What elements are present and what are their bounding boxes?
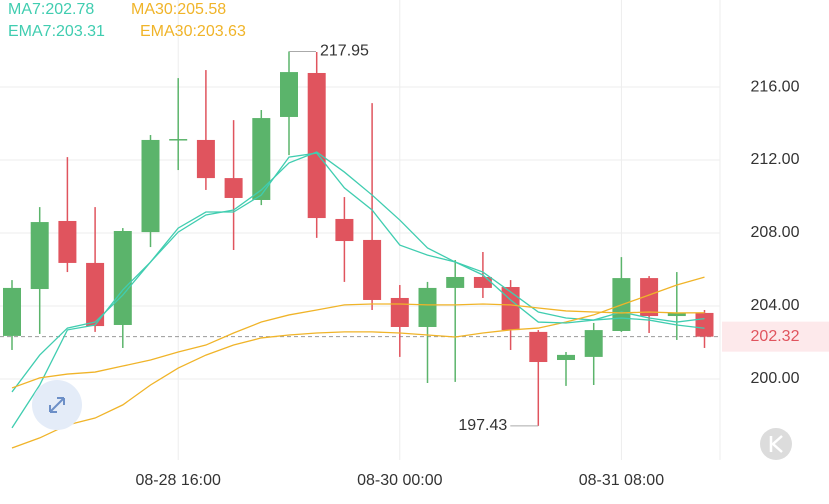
candle-body [446, 276, 465, 288]
candle-body [529, 331, 548, 363]
candle-body [418, 287, 437, 327]
candle-body [252, 118, 271, 200]
candle-body [307, 72, 326, 219]
last-price-label: 202.32 [751, 328, 800, 345]
expand-icon[interactable] [49, 397, 65, 413]
candle-body [3, 287, 21, 336]
kline-button[interactable] [760, 428, 792, 460]
candle-body [363, 239, 382, 300]
last-price-tag [722, 321, 829, 352]
candle-body [196, 139, 215, 179]
candle-body [335, 218, 354, 242]
legend-entry: MA30:205.58 [131, 1, 226, 18]
candle-body [58, 220, 77, 263]
max-label: 217.95 [320, 43, 369, 60]
candle-body [280, 72, 298, 117]
candle-body [695, 312, 714, 337]
candle-body [501, 287, 520, 331]
candle-body [86, 262, 105, 327]
legend-entry: EMA30:203.63 [140, 23, 246, 40]
kline-icon[interactable] [769, 435, 783, 453]
candle-body [30, 222, 49, 290]
candle-body [584, 330, 603, 357]
x-tick-label: 08-28 16:00 [135, 472, 221, 489]
indicator-line [11, 152, 705, 429]
x-tick-label: 08-30 00:00 [357, 472, 443, 489]
candle-body [473, 276, 492, 288]
candle-body [224, 178, 243, 198]
candle-body [557, 354, 575, 361]
candle-body [141, 139, 160, 233]
expand-button[interactable] [32, 380, 82, 430]
indicator-line [11, 276, 705, 449]
y-tick-label: 208.00 [751, 224, 800, 241]
y-tick-label: 204.00 [751, 297, 800, 314]
candle-body [390, 297, 409, 327]
x-tick-label: 08-31 08:00 [579, 472, 665, 489]
candle-body [169, 139, 188, 141]
indicator-line [11, 303, 705, 389]
min-label: 197.43 [458, 417, 507, 434]
y-tick-label: 216.00 [751, 78, 800, 95]
y-tick-label: 200.00 [751, 370, 800, 387]
candle-body [113, 231, 132, 325]
kline-circle[interactable] [760, 428, 792, 460]
legend-entry: MA7:202.78 [8, 1, 94, 18]
candle-body [640, 278, 659, 317]
candle-body [667, 312, 686, 317]
indicator-line [11, 151, 705, 393]
legend-entry: EMA7:203.31 [8, 23, 105, 40]
y-tick-label: 212.00 [751, 151, 800, 168]
